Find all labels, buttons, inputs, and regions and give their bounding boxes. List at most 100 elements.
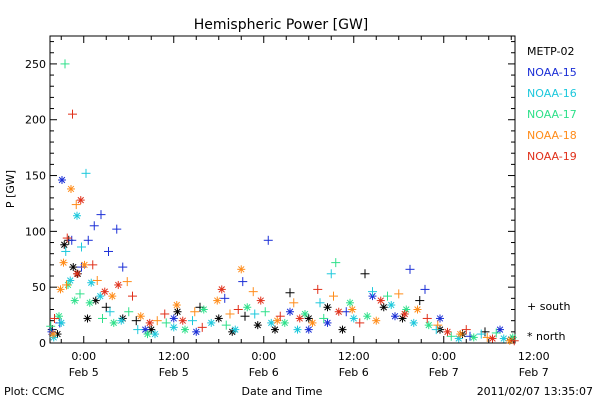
south-data-point — [315, 298, 325, 308]
plot-timestamp: 2011/02/07 13:35:07 — [477, 385, 593, 398]
south-data-point — [240, 311, 250, 321]
north-data-point — [499, 334, 508, 343]
x-tick-date: Feb 7 — [519, 366, 549, 379]
series-metp-02 — [47, 235, 516, 344]
south-data-point — [62, 280, 71, 290]
north-data-point — [253, 321, 262, 330]
south-data-point — [195, 302, 205, 312]
south-data-point — [431, 325, 441, 335]
north-data-point — [376, 296, 385, 305]
south-data-point — [415, 296, 425, 306]
south-data-point — [152, 316, 162, 326]
north-data-point — [286, 307, 294, 316]
north-data-point — [56, 285, 65, 294]
south-data-point — [221, 320, 231, 330]
north-data-point — [87, 278, 96, 287]
south-data-point — [60, 59, 70, 69]
north-data-point — [424, 321, 433, 330]
north-data-point — [436, 314, 444, 323]
south-data-point — [263, 235, 273, 245]
north-data-point — [346, 298, 354, 307]
hemisphere-legend: + south * north — [527, 300, 570, 343]
north-data-point — [400, 309, 409, 318]
south-data-point — [422, 313, 432, 323]
data-points — [46, 59, 519, 346]
south-data-point — [383, 291, 392, 301]
north-data-point — [409, 318, 418, 327]
north-data-point — [363, 312, 372, 321]
north-data-point — [323, 318, 332, 327]
south-data-point — [50, 313, 59, 323]
y-axis: 0 50 100 150 200 250 — [25, 41, 515, 350]
north-data-point — [114, 280, 123, 289]
y-tick-label: 200 — [25, 114, 46, 127]
south-data-point — [67, 235, 77, 245]
north-data-point — [348, 305, 357, 314]
north-data-point — [100, 287, 109, 296]
north-data-point — [488, 334, 497, 343]
south-data-point — [331, 258, 341, 268]
north-data-point — [83, 314, 92, 323]
north-data-point — [85, 298, 94, 307]
y-tick-label: 50 — [32, 281, 46, 294]
north-data-point — [391, 312, 399, 321]
south-data-point — [89, 221, 99, 231]
north-data-point — [60, 240, 69, 249]
south-data-point — [420, 284, 430, 294]
south-data-point — [319, 313, 329, 323]
south-data-point — [77, 242, 86, 252]
plot-credit: Plot: CCMC — [4, 385, 65, 398]
north-data-point — [70, 296, 79, 305]
north-data-point — [199, 305, 208, 314]
north-data-point — [143, 330, 152, 339]
north-data-point — [109, 318, 118, 327]
x-tick-date: Feb 7 — [429, 366, 459, 379]
north-data-point — [145, 318, 154, 327]
south-data-point — [355, 318, 365, 328]
north-data-point — [413, 305, 422, 314]
north-data-point — [76, 196, 85, 205]
south-data-point — [188, 316, 197, 326]
legend-entry: NOAA-15 — [527, 66, 577, 79]
series-noaa-16 — [49, 168, 508, 343]
y-tick-label: 100 — [25, 225, 46, 238]
x-tick-date: Feb 5 — [69, 366, 99, 379]
x-tick-time: 0:00 — [251, 350, 276, 363]
x-tick-date: Feb 6 — [249, 366, 279, 379]
south-data-point — [83, 235, 93, 245]
south-data-point — [476, 329, 486, 339]
south-data-point — [101, 302, 111, 312]
y-tick-label: 250 — [25, 58, 46, 71]
north-data-point — [304, 314, 313, 323]
south-data-point — [368, 287, 377, 297]
south-data-point — [238, 277, 248, 287]
north-data-point — [301, 309, 309, 318]
south-data-point — [341, 307, 351, 317]
hemisphere-legend-entry: + south — [527, 300, 570, 313]
north-data-point — [141, 325, 150, 334]
south-data-point — [131, 316, 141, 326]
south-data-point — [225, 309, 235, 319]
south-data-point — [98, 313, 107, 323]
south-data-point — [190, 307, 200, 317]
south-data-point — [96, 210, 106, 220]
hemisphere-legend-entry: * north — [527, 330, 566, 343]
north-data-point — [349, 314, 358, 323]
north-data-point — [108, 292, 117, 301]
x-tick-time: 12:00 — [338, 350, 370, 363]
south-data-point — [329, 291, 338, 301]
legend: METP-02 NOAA-15 NOAA-16 NOAA-17 NOAA-18 NOAA-… — [527, 45, 577, 163]
south-data-point — [124, 307, 134, 317]
north-data-point — [496, 325, 504, 334]
south-data-point — [326, 269, 336, 279]
north-data-point — [456, 330, 465, 339]
north-data-point — [214, 314, 223, 323]
series-noaa-18 — [49, 184, 514, 345]
south-data-point — [104, 246, 113, 256]
south-data-point — [81, 168, 91, 178]
north-data-point — [59, 258, 68, 267]
series-noaa-17 — [46, 59, 517, 342]
legend-entry: METP-02 — [527, 45, 575, 58]
south-data-point — [75, 289, 85, 299]
